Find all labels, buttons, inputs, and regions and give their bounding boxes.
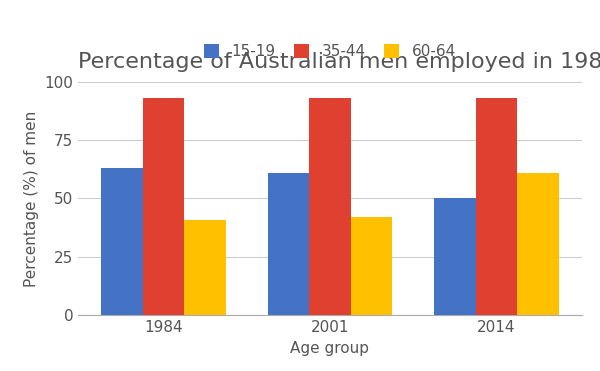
Bar <box>434 198 476 315</box>
Bar <box>268 173 309 315</box>
Bar <box>517 173 559 315</box>
Bar <box>101 168 143 315</box>
Legend: 15-19, 35-44, 60-64: 15-19, 35-44, 60-64 <box>198 38 462 65</box>
Bar <box>476 98 517 315</box>
Bar <box>184 220 226 315</box>
X-axis label: Age group: Age group <box>290 341 370 356</box>
Y-axis label: Percentage (%) of men: Percentage (%) of men <box>24 110 39 287</box>
Bar <box>143 98 184 315</box>
Text: Percentage of Australian men employed in 1984, 2001, 2014: Percentage of Australian men employed in… <box>78 52 600 72</box>
Bar <box>309 98 351 315</box>
Bar <box>351 217 392 315</box>
